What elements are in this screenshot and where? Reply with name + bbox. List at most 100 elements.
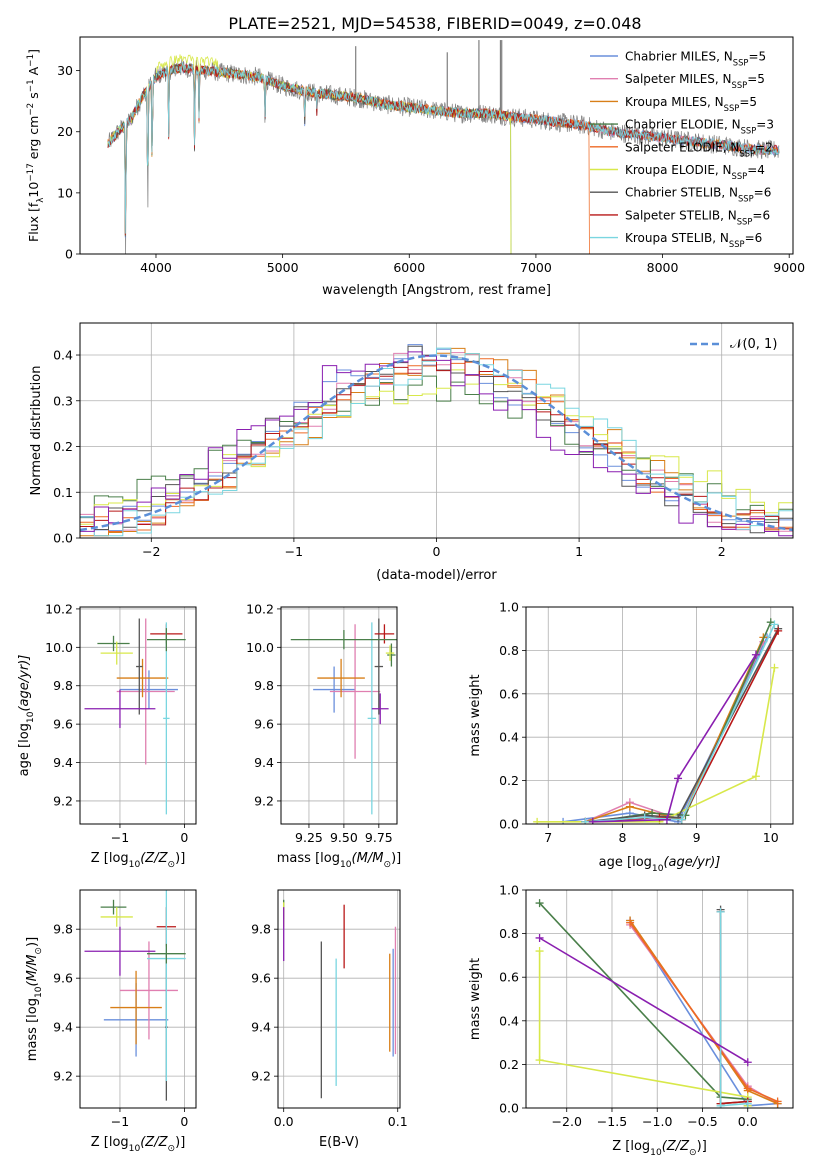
y-tick-label: 0.1 bbox=[53, 485, 73, 500]
axes-frame bbox=[79, 36, 794, 255]
y-axis-label-part: )] bbox=[25, 937, 40, 947]
y-tick-label: 9.2 bbox=[251, 1069, 271, 1084]
model-spectrum-line bbox=[107, 61, 780, 234]
weight-series-line bbox=[719, 911, 748, 1105]
y-tick-label: 0.0 bbox=[499, 817, 519, 832]
y-tick-label: 9.4 bbox=[53, 755, 73, 770]
error-bars bbox=[84, 890, 186, 1101]
legend-entry-part: SSP bbox=[724, 103, 740, 113]
weight-series-line bbox=[585, 624, 776, 823]
x-tick-label: 9.25 bbox=[295, 830, 323, 845]
x-axis-label-part: (Z/Z bbox=[662, 1139, 690, 1154]
x-tick-label: 8000 bbox=[647, 260, 679, 275]
legend-entry: Chabrier MILES, NSSP=5 bbox=[625, 50, 766, 68]
histograms bbox=[80, 344, 793, 537]
legend-entry-part: SSP bbox=[739, 148, 755, 158]
x-tick-label: 7 bbox=[544, 830, 552, 845]
weight-point-marker bbox=[626, 918, 635, 927]
y-axis-label-part: −1 bbox=[26, 54, 36, 67]
x-tick-label: 9.50 bbox=[330, 830, 358, 845]
axes-frame bbox=[525, 606, 794, 825]
weight-point-marker bbox=[535, 947, 544, 956]
x-axis-label-part: (Z/Z bbox=[140, 1135, 168, 1150]
weight-series-line bbox=[585, 630, 779, 823]
x-tick-label: 4000 bbox=[140, 260, 172, 275]
weight-series-line bbox=[539, 902, 748, 1101]
model-spectrum-line bbox=[107, 63, 590, 254]
x-axis-label-part: 10 bbox=[340, 860, 352, 870]
axes-frame bbox=[525, 889, 794, 1109]
y-axis-label: age [log10(age/yr)] bbox=[17, 655, 36, 777]
y-axis-label-part: (age/yr)] bbox=[17, 655, 32, 712]
y-axis-label: mass weight bbox=[468, 674, 483, 756]
legend-entry: Chabrier STELIB, NSSP=6 bbox=[625, 186, 771, 204]
y-axis-label: mass weight bbox=[468, 958, 483, 1040]
y-tick-label: 9.8 bbox=[53, 678, 73, 693]
y-tick-label: 10 bbox=[57, 185, 73, 200]
legend-entry-part: =5 bbox=[748, 50, 766, 64]
y-tick-label: 9.4 bbox=[251, 1020, 271, 1035]
y-axis-label-part: mass [log bbox=[25, 998, 40, 1061]
x-axis-label-part: Z [log bbox=[612, 1139, 650, 1154]
weight-point-marker bbox=[581, 817, 590, 824]
weight-point-marker bbox=[743, 1058, 752, 1067]
legend-entry-part: Salpeter MILES, N bbox=[625, 72, 732, 86]
y-tick-label: 0 bbox=[65, 247, 73, 262]
error-bars bbox=[290, 618, 397, 815]
x-axis-label-part: (Z/Z bbox=[140, 851, 168, 866]
x-axis-label: E(B-V) bbox=[319, 1135, 359, 1150]
x-axis-label: Z [log10(Z/Z⊙)] bbox=[612, 1139, 707, 1158]
x-tick-label: −0.5 bbox=[687, 1114, 717, 1129]
y-axis-label-part: ] bbox=[26, 49, 41, 54]
weight-series-line bbox=[592, 621, 772, 823]
legend-entry-part: Chabrier ELODIE, N bbox=[625, 118, 741, 132]
y-tick-label: 9.4 bbox=[53, 1020, 73, 1035]
y-tick-label: 9.6 bbox=[53, 717, 73, 732]
x-axis-label-part: ⊙ bbox=[168, 860, 176, 870]
y-tick-label: 10.2 bbox=[45, 601, 73, 616]
x-axis-label-part: 10 bbox=[129, 860, 141, 870]
x-tick-label: 7000 bbox=[520, 260, 552, 275]
x-axis-label-part: ⊙ bbox=[168, 1144, 176, 1154]
residual-histogram-step bbox=[80, 375, 793, 521]
weight-series-line bbox=[629, 922, 778, 1103]
y-axis-label-part: s bbox=[26, 92, 41, 103]
x-axis-label-part: (M/M bbox=[352, 851, 384, 866]
x-tick-label: 0 bbox=[433, 544, 441, 559]
legend-entry-part: SSP bbox=[737, 216, 753, 226]
legend-entry-part: Chabrier MILES, N bbox=[625, 50, 733, 64]
legend-entry-part: Kroupa ELODIE, N bbox=[625, 163, 732, 177]
y-tick-label: 9.6 bbox=[251, 971, 271, 986]
x-axis-label: Z [log10(Z/Z⊙)] bbox=[91, 851, 186, 870]
x-axis-label: age [log10(age/yr)] bbox=[599, 855, 721, 874]
legend-entry: Kroupa STELIB, NSSP=6 bbox=[625, 231, 762, 249]
x-tick-label: 6000 bbox=[393, 260, 425, 275]
weight-series-line bbox=[719, 909, 748, 1105]
y-tick-label: 0.6 bbox=[499, 970, 519, 985]
y-tick-label: 0.8 bbox=[499, 643, 519, 658]
x-axis-label-part: ⊙ bbox=[383, 860, 391, 870]
x-tick-label: −1.0 bbox=[642, 1114, 672, 1129]
x-tick-label: −2.0 bbox=[552, 1114, 582, 1129]
age-vs-mass-panel: 9.25 9.50 9.75 9.2 9.4 9.6 9.8 10.0 10.2 mass [lo… bbox=[246, 601, 401, 870]
axes-frame bbox=[79, 889, 197, 1109]
weight-point-marker bbox=[751, 772, 760, 781]
y-axis-label: mass [log10(M/M⊙)] bbox=[25, 937, 44, 1061]
weight-point-marker bbox=[774, 626, 783, 635]
weight-series-line bbox=[592, 654, 757, 823]
legend-entry-part: Salpeter ELODIE, N bbox=[625, 140, 739, 154]
legend-entry: Kroupa MILES, NSSP=5 bbox=[625, 95, 757, 113]
weight-point-marker bbox=[625, 802, 634, 811]
weight-lines bbox=[535, 899, 782, 1108]
y-tick-label: 0.8 bbox=[499, 926, 519, 941]
x-axis-label: Z [log10(Z/Z⊙)] bbox=[91, 1135, 186, 1154]
weight-point-marker bbox=[770, 663, 779, 672]
x-axis-label-part: )] bbox=[391, 851, 401, 866]
axes-frame bbox=[280, 606, 398, 825]
normal-distribution-curve bbox=[80, 354, 793, 532]
y-tick-label: 0.3 bbox=[53, 393, 73, 408]
legend-entry: 𝒩(0, 1) bbox=[730, 337, 777, 352]
weight-point-marker bbox=[535, 933, 544, 942]
y-axis-label-part: (M/M bbox=[25, 955, 40, 987]
